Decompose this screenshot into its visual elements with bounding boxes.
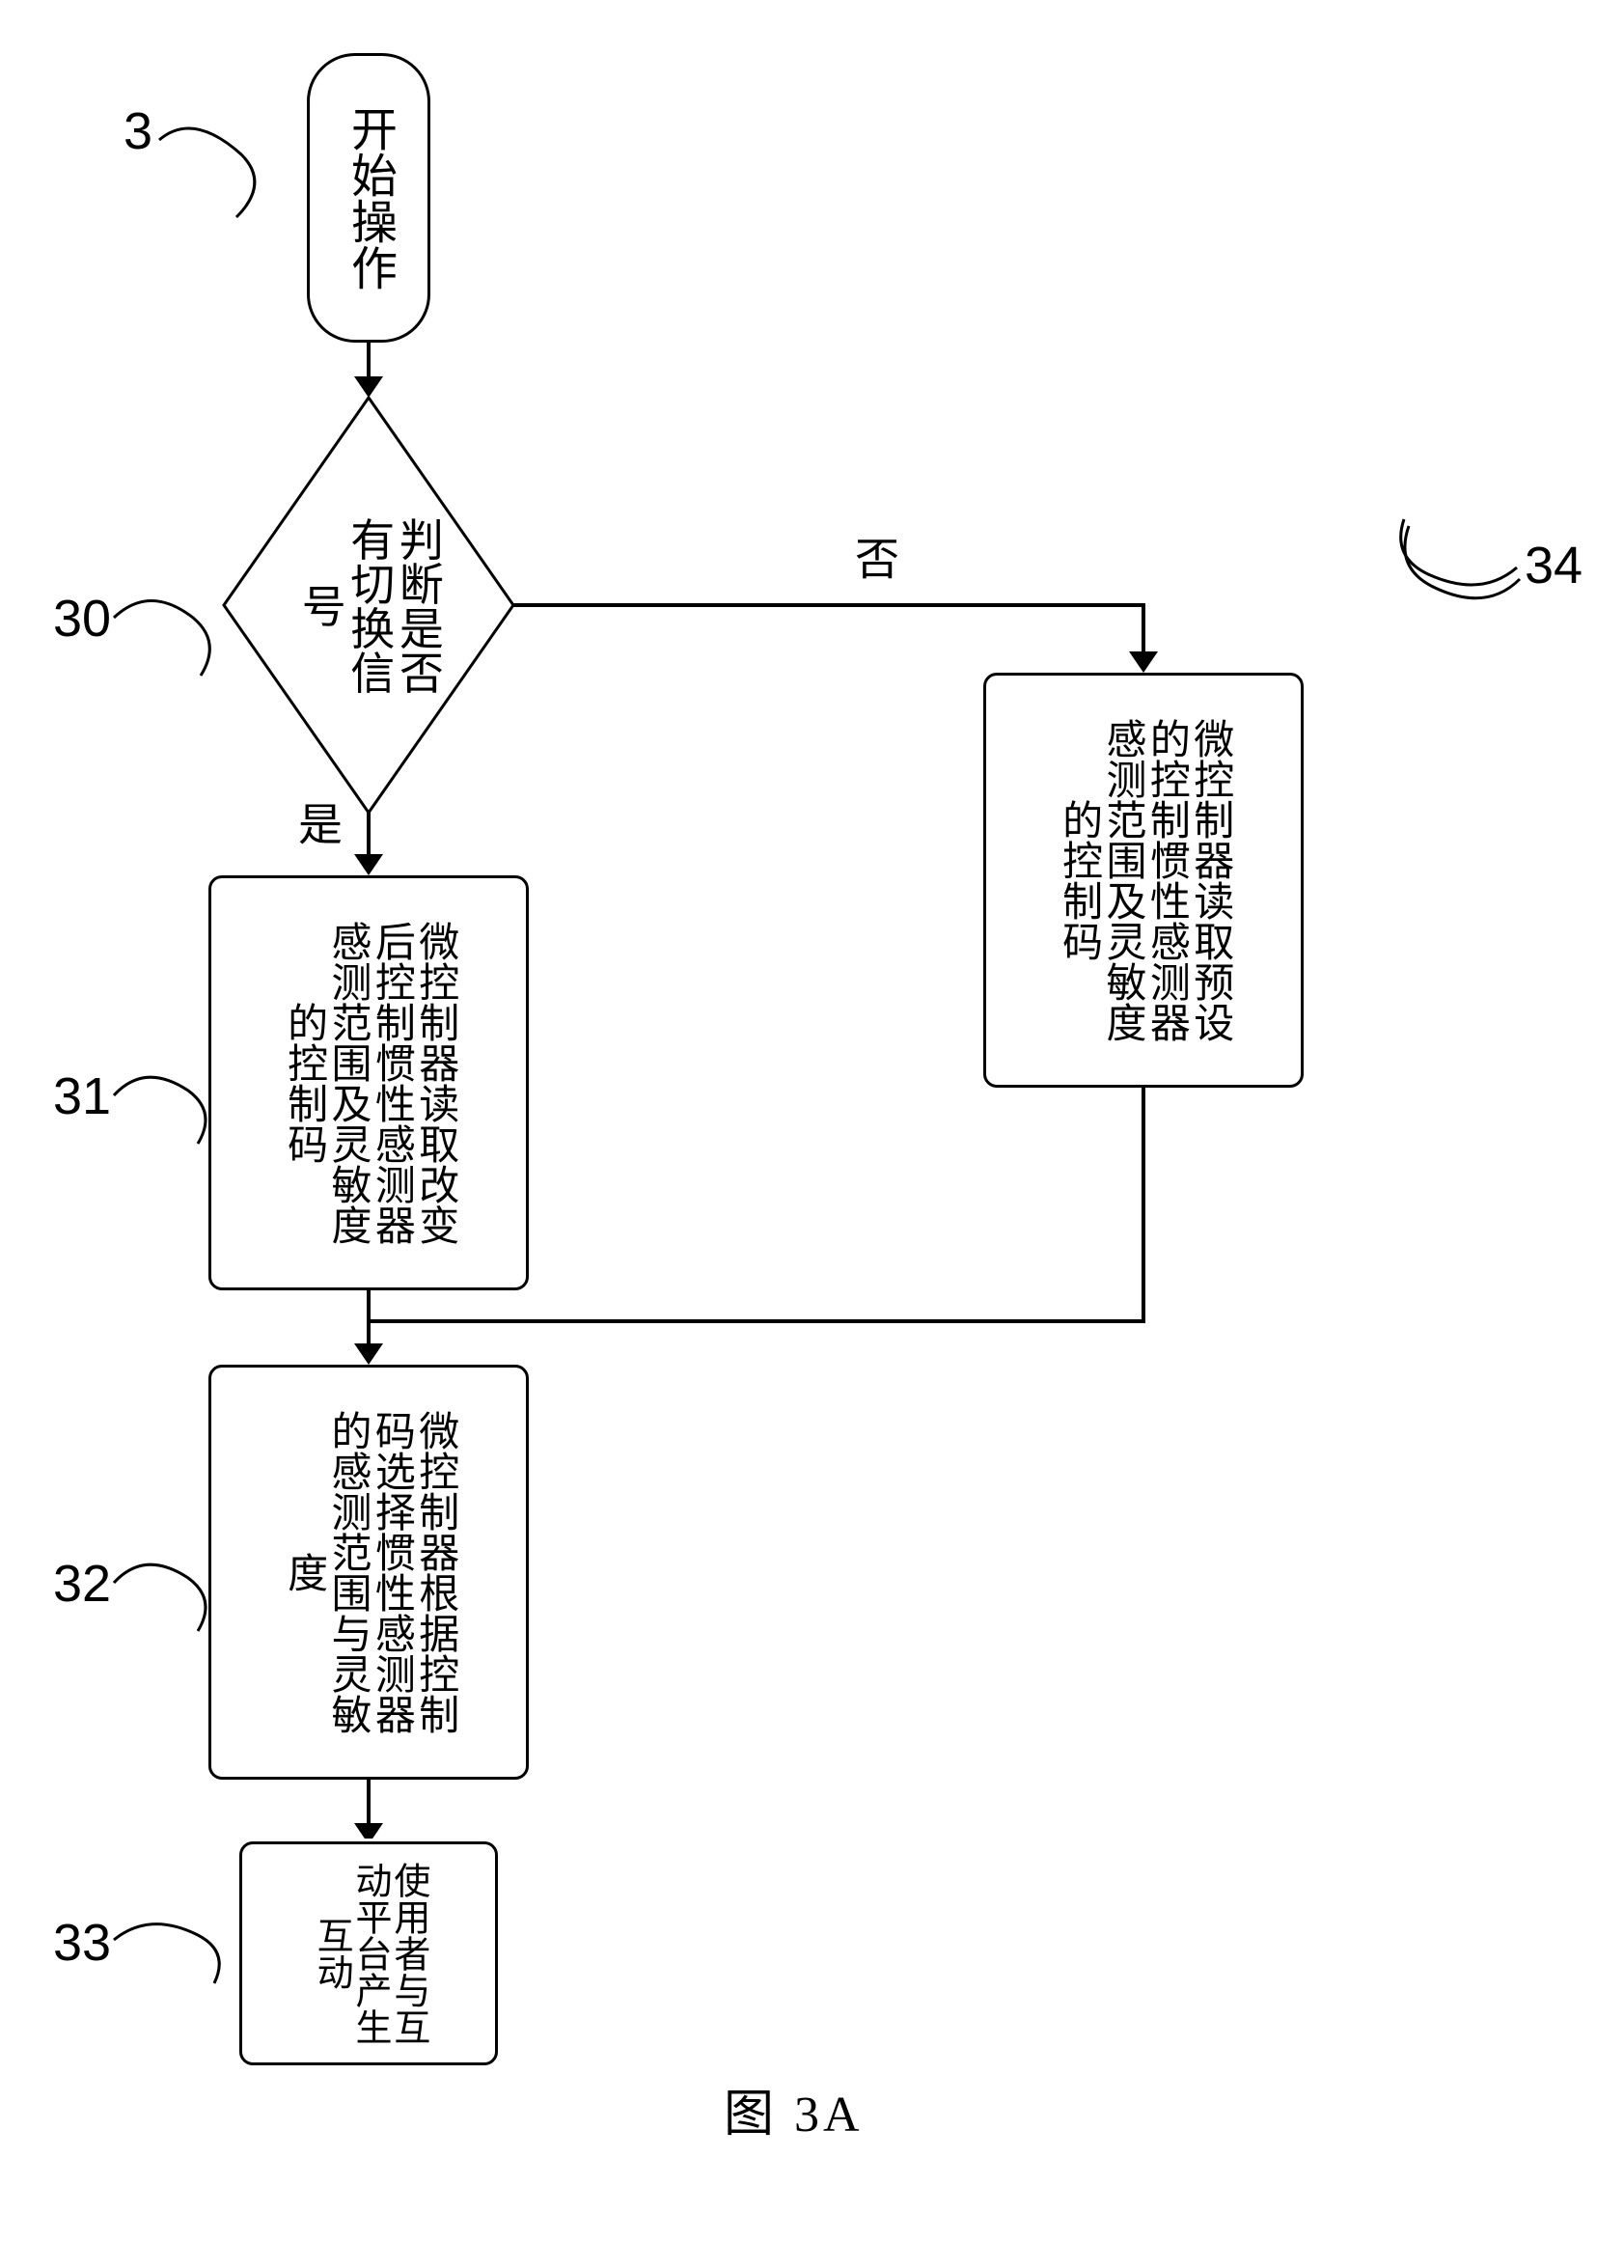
e-no-head <box>1129 651 1158 673</box>
ref-34: 34 <box>1525 536 1583 595</box>
no-label-2: 否 <box>841 536 905 580</box>
e-yes-head <box>354 854 383 875</box>
figure-caption: 图 3A <box>724 2073 864 2145</box>
box34-2: 微控制器读取预设的控制惯性感测器感测范围及灵敏度的控制码 <box>983 673 1304 1088</box>
ref-32: 32 <box>53 1554 111 1614</box>
e-34-merge-v <box>1142 1088 1145 1323</box>
e-no-h <box>513 603 1143 607</box>
ref-33: 33 <box>53 1913 111 1973</box>
cover-34-old <box>1380 396 1534 502</box>
e-no-v <box>1142 603 1145 656</box>
box33-v5: 使用者与互动平台产生互动 <box>239 1841 498 2065</box>
box32-2: 微控制器根据控制码选择惯性感测器的感测范围与灵敏度 <box>208 1365 529 1780</box>
yes-label-2: 是 <box>285 801 348 845</box>
ref-3: 3 <box>124 101 152 161</box>
e1 <box>367 343 371 381</box>
ref-31: 31 <box>53 1066 111 1126</box>
e-31-32-h <box>354 1343 383 1365</box>
box31-2: 微控制器读取改变后控制惯性感测器感测范围及灵敏度的控制码 <box>208 875 529 1290</box>
e-yes <box>367 813 371 859</box>
e1h <box>354 376 383 398</box>
e-32-33 <box>367 1780 371 1828</box>
e-34-merge-h <box>369 1319 1145 1323</box>
decision-text-2: 判断是否有切换信号 <box>295 502 442 709</box>
decision-node-2: 判断是否有切换信号 <box>224 398 513 813</box>
ref-30: 30 <box>53 589 111 649</box>
start-node-2: 开始操作 <box>307 53 430 343</box>
